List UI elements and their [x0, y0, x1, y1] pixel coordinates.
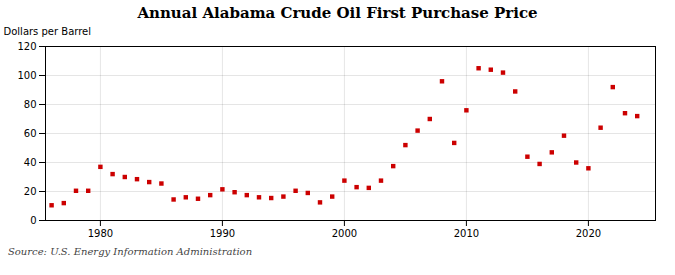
svg-text:100: 100: [17, 70, 36, 81]
svg-text:Dollars per Barrel: Dollars per Barrel: [4, 26, 92, 37]
svg-text:1980: 1980: [88, 228, 113, 239]
svg-text:2020: 2020: [576, 228, 601, 239]
svg-text:60: 60: [24, 128, 37, 139]
html-text:Annual Alabama Crude Oil First: Annual Alabama Crude Oil First Purchase …: [137, 4, 538, 22]
svg-text:0: 0: [30, 215, 36, 226]
svg-text:120: 120: [17, 41, 36, 52]
svg-text:40: 40: [24, 157, 37, 168]
svg-text:1990: 1990: [210, 228, 235, 239]
svg-text:80: 80: [24, 99, 37, 110]
svg-text:2010: 2010: [454, 228, 479, 239]
svg-text:20: 20: [24, 186, 37, 197]
svg-text:2000: 2000: [332, 228, 357, 239]
html-text:Source: U.S. Energy Informatio: Source: U.S. Energy Information Administ…: [8, 246, 253, 257]
